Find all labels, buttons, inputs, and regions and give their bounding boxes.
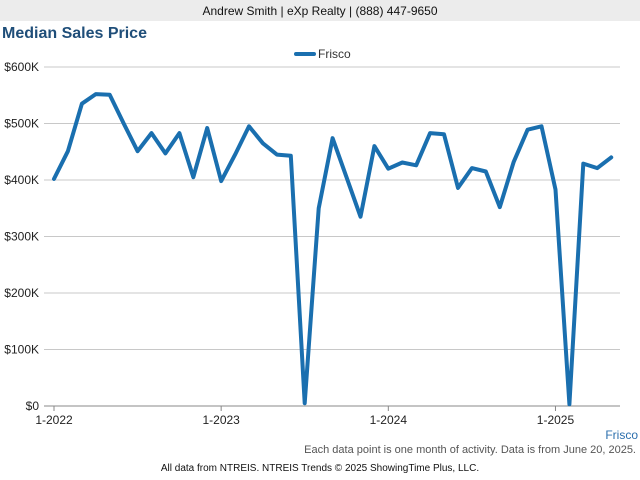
y-tick-label: $100K (4, 343, 39, 357)
x-tick-label: 1-2025 (537, 413, 575, 427)
data-point (261, 141, 265, 145)
series-line (52, 92, 614, 407)
data-point (414, 163, 418, 167)
data-point (526, 128, 530, 132)
data-point (595, 166, 599, 170)
data-point (66, 149, 70, 153)
data-credits: All data from NTREIS. NTREIS Trends © 20… (160, 463, 480, 474)
data-point (177, 131, 181, 135)
y-tick-label: $200K (4, 286, 39, 300)
y-tick-label: $0 (26, 399, 40, 413)
data-point (567, 402, 571, 406)
y-tick-label: $600K (4, 60, 39, 74)
data-point (94, 92, 98, 96)
data-point (345, 175, 349, 179)
series-label: Frisco (605, 428, 638, 442)
data-point (331, 136, 335, 140)
chart-title: Median Sales Price (2, 25, 147, 42)
grid-lines (44, 66, 620, 407)
data-point (581, 162, 585, 166)
x-axis-ticks: 1-2022 1-2023 1-2024 1-2025 (35, 406, 574, 427)
data-point (428, 131, 432, 135)
data-point (470, 166, 474, 170)
data-point (205, 126, 209, 130)
data-point (52, 177, 56, 181)
data-point (317, 206, 321, 210)
data-point (553, 188, 557, 192)
data-point (150, 131, 154, 135)
data-point (108, 93, 112, 97)
data-point (540, 124, 544, 128)
x-tick-label: 1-2022 (35, 413, 73, 427)
data-point (80, 102, 84, 106)
y-tick-label: $400K (4, 173, 39, 187)
data-point (386, 167, 390, 171)
data-point (400, 160, 404, 164)
data-point (233, 153, 237, 157)
line-chart: $0$100K$200K$300K$400K$500K$600K 1-2022 1… (4, 47, 620, 427)
agent-header: Andrew Smith | eXp Realty | (888) 447-96… (0, 0, 640, 21)
footnote: Each data point is one month of activity… (304, 444, 636, 456)
data-point (512, 160, 516, 164)
data-point (456, 186, 460, 190)
data-point (289, 154, 293, 158)
data-point (303, 401, 307, 405)
data-point (122, 122, 126, 125)
data-point (372, 144, 376, 148)
data-point (219, 179, 223, 183)
data-point (358, 215, 362, 219)
data-point (442, 132, 446, 136)
data-point (498, 205, 502, 209)
data-point (163, 151, 167, 155)
data-point (609, 155, 613, 159)
data-point (275, 153, 279, 157)
y-axis-ticks: $0 $100K $200K $300K $400K $500K $600K (4, 60, 39, 413)
legend-label: Frisco (318, 47, 351, 61)
data-point (484, 170, 488, 174)
data-point (136, 149, 140, 153)
x-tick-label: 1-2024 (370, 413, 408, 427)
y-tick-label: $300K (4, 230, 39, 244)
data-point (191, 175, 195, 179)
agent-contact: Andrew Smith | eXp Realty | (888) 447-96… (202, 4, 438, 18)
series-lines (52, 92, 614, 407)
x-tick-label: 1-2023 (202, 413, 240, 427)
y-tick-label: $500K (4, 117, 39, 131)
legend: Frisco (294, 47, 351, 61)
data-point (247, 124, 251, 128)
